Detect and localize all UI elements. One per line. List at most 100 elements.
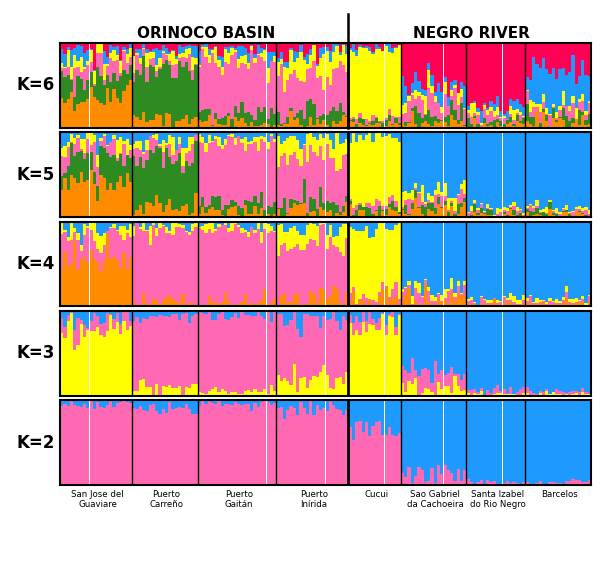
Bar <box>332 390 335 395</box>
Bar <box>434 116 437 122</box>
Bar <box>217 133 221 137</box>
Bar <box>365 207 368 216</box>
Bar <box>175 311 178 315</box>
Bar <box>306 64 309 69</box>
Bar <box>296 57 299 78</box>
Bar <box>89 331 93 395</box>
Bar <box>568 216 571 217</box>
Bar <box>313 43 316 45</box>
Bar <box>306 213 309 216</box>
Bar <box>342 311 345 316</box>
Bar <box>414 370 417 378</box>
Bar <box>496 303 499 306</box>
Bar <box>73 133 76 138</box>
Bar <box>414 99 417 107</box>
Bar <box>185 222 188 231</box>
Bar <box>201 401 204 485</box>
Bar <box>447 292 450 304</box>
Bar <box>266 311 270 394</box>
Bar <box>214 63 217 113</box>
Bar <box>263 311 266 319</box>
Bar <box>253 316 257 389</box>
Bar <box>197 65 201 67</box>
Bar <box>535 400 539 483</box>
Bar <box>349 427 352 485</box>
Bar <box>404 311 407 370</box>
Bar <box>161 212 165 217</box>
Bar <box>398 133 401 142</box>
Bar <box>460 481 463 485</box>
Bar <box>230 46 234 48</box>
Bar <box>493 104 496 111</box>
Bar <box>60 148 63 156</box>
Bar <box>70 143 73 175</box>
Bar <box>185 313 188 387</box>
Bar <box>136 117 139 128</box>
Bar <box>434 122 437 128</box>
Bar <box>93 133 96 135</box>
Bar <box>473 222 476 301</box>
Bar <box>584 392 588 394</box>
Bar <box>430 311 434 383</box>
Bar <box>70 401 73 485</box>
Bar <box>398 117 401 123</box>
Bar <box>558 214 562 216</box>
Bar <box>578 400 581 480</box>
Bar <box>296 118 299 128</box>
Bar <box>454 311 457 374</box>
Bar <box>417 92 421 96</box>
Bar <box>391 48 394 53</box>
Bar <box>158 133 161 144</box>
Bar <box>86 180 89 217</box>
Bar <box>283 400 286 419</box>
Bar <box>562 297 565 300</box>
Bar <box>132 311 136 320</box>
Bar <box>253 142 257 196</box>
Bar <box>558 106 562 110</box>
Bar <box>253 206 257 217</box>
Bar <box>168 135 172 144</box>
Bar <box>266 124 270 128</box>
Bar <box>526 133 529 205</box>
Bar <box>172 400 175 409</box>
Bar <box>421 123 424 128</box>
Bar <box>460 400 463 481</box>
Bar <box>280 315 283 381</box>
Bar <box>476 208 479 211</box>
Bar <box>447 133 450 198</box>
Bar <box>319 133 322 134</box>
Bar <box>221 215 224 217</box>
Bar <box>112 48 116 50</box>
Bar <box>404 288 407 294</box>
Bar <box>181 119 185 128</box>
Bar <box>260 402 263 485</box>
Bar <box>211 233 214 303</box>
Bar <box>263 137 266 142</box>
Bar <box>391 436 394 485</box>
Bar <box>224 43 227 46</box>
Bar <box>325 235 329 250</box>
Bar <box>548 222 551 298</box>
Bar <box>535 133 539 200</box>
Bar <box>289 136 293 156</box>
Bar <box>437 103 440 119</box>
Bar <box>414 133 417 184</box>
Bar <box>476 215 479 217</box>
Bar <box>362 43 365 47</box>
Bar <box>329 319 332 389</box>
Bar <box>355 222 358 231</box>
Bar <box>503 483 506 485</box>
Bar <box>286 117 289 124</box>
Bar <box>289 228 293 249</box>
Bar <box>313 61 316 103</box>
Bar <box>96 316 100 327</box>
Bar <box>358 48 362 114</box>
Bar <box>76 133 80 135</box>
Bar <box>70 311 73 312</box>
Bar <box>296 133 299 139</box>
Bar <box>365 46 368 48</box>
Bar <box>112 191 116 217</box>
Bar <box>503 124 506 127</box>
Bar <box>460 189 463 203</box>
Bar <box>391 316 394 395</box>
